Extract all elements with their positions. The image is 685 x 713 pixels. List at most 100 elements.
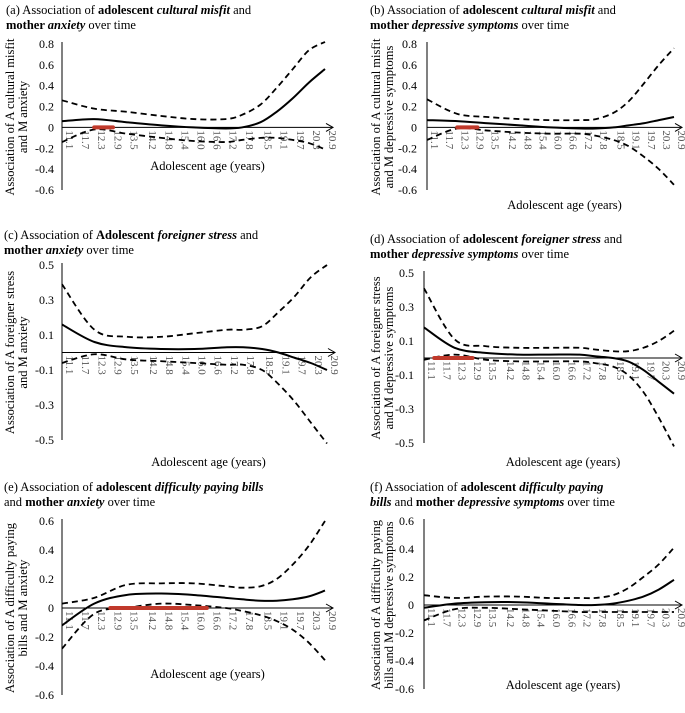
y-tick-label: 0.2 xyxy=(399,570,414,584)
x-tick-label: 15.4 xyxy=(178,611,190,631)
title-text: over time xyxy=(518,18,570,32)
x-tick-label: 11.7 xyxy=(79,356,91,375)
ci-line xyxy=(423,353,675,447)
x-tick-label: 11.7 xyxy=(440,361,452,380)
x-tick-label: 20.3 xyxy=(660,361,672,381)
x-tick-label: 15.4 xyxy=(535,361,547,381)
title-text: over time xyxy=(518,247,570,261)
x-tick-label: 14.2 xyxy=(504,361,516,380)
estimate-line xyxy=(61,323,328,371)
x-tick-label: 14.8 xyxy=(163,356,175,376)
x-tick-label: 13.5 xyxy=(486,361,498,381)
x-tick-label: 20.9 xyxy=(326,611,338,631)
y-tick-label: 0.8 xyxy=(39,37,54,51)
title-text: over time xyxy=(83,243,134,257)
x-tick-label: 14.8 xyxy=(162,611,174,631)
x-tick-label: 14.2 xyxy=(147,356,159,375)
x-tick-label: 12.3 xyxy=(95,356,107,376)
title-text: cultural misfit xyxy=(156,3,230,17)
x-axis-title: Adolescent age (years) xyxy=(151,455,266,469)
y-tick-label: -0.2 xyxy=(398,141,417,155)
x-tick-label: 12.9 xyxy=(111,611,123,631)
x-tick-label: 17.8 xyxy=(596,608,608,628)
y-tick-label: -0.4 xyxy=(35,162,54,176)
y-tick-label: 0.6 xyxy=(399,514,414,528)
x-tick-label: 11.1 xyxy=(63,130,75,149)
x-tick-label: 17.2 xyxy=(227,611,239,630)
ci-line xyxy=(61,264,328,339)
x-tick-label: 18.5 xyxy=(615,130,627,150)
x-tick-label: 12.9 xyxy=(471,361,483,381)
title-text: depressive symptoms xyxy=(411,18,519,32)
ci-line xyxy=(426,47,675,122)
y-tick-label: 0.3 xyxy=(399,300,414,314)
x-tick-label: 19.1 xyxy=(278,130,290,149)
x-tick-label: 12.3 xyxy=(95,611,107,631)
x-tick-label: 14.2 xyxy=(146,611,158,630)
x-tick-label: 12.9 xyxy=(112,356,124,376)
x-tick-label: 18.5 xyxy=(614,608,626,628)
x-axis-title: Adolescent age (years) xyxy=(506,678,621,692)
title-text: anxiety xyxy=(66,495,105,509)
x-tick-label: 11.1 xyxy=(425,608,437,627)
x-tick-label: 19.7 xyxy=(645,130,657,150)
x-tick-label: 18.5 xyxy=(262,130,274,150)
y-axis-title: Association of A cultural misfit xyxy=(369,38,383,195)
x-tick-label: 20.3 xyxy=(310,611,322,631)
y-axis-title: and M anxiety xyxy=(16,316,30,389)
title-text: and xyxy=(4,495,26,509)
title-text: (d) Association of xyxy=(370,232,463,246)
x-tick-label: 16.0 xyxy=(550,608,562,628)
x-tick-label: 19.1 xyxy=(630,130,642,149)
ci-line xyxy=(61,41,326,121)
title-text: over time xyxy=(104,495,156,509)
ci-line xyxy=(61,353,328,445)
x-tick-label: 14.2 xyxy=(504,608,516,627)
panel-d-plot: 0.5 0.3 0.1 -0.1 -0.3 -0.5 11.1 11.7 12.3 12.9 13.… xyxy=(369,266,685,469)
x-tick-label: 13.5 xyxy=(127,130,139,150)
y-tick-label: -0.6 xyxy=(35,183,54,197)
y-tick-label: -0.6 xyxy=(395,682,414,696)
y-axis-title: and M depressive symptoms xyxy=(382,46,396,189)
panel-d-title: (d) Association of adolescent foreigner … xyxy=(370,232,685,262)
estimate-line xyxy=(426,116,675,130)
ci-line xyxy=(423,606,674,622)
x-axis-arrow xyxy=(674,122,684,132)
title-text: and xyxy=(594,3,616,17)
title-text: and xyxy=(236,228,259,242)
title-text: difficulty paying xyxy=(519,480,604,494)
y-tick-label: -0.6 xyxy=(35,688,54,702)
y-axis-title: Association of A foreigner stress xyxy=(369,276,383,439)
x-tick-label: 16.0 xyxy=(195,130,207,150)
x-tick-label: 17.2 xyxy=(581,608,593,627)
x-tick-label: 13.5 xyxy=(488,130,500,150)
x-tick-label: 15.4 xyxy=(535,608,547,628)
x-tick-label: 12.3 xyxy=(95,130,107,150)
estimate-line xyxy=(61,589,326,627)
ci-line xyxy=(61,128,326,151)
x-axis-title: Adolescent age (years) xyxy=(506,455,621,469)
title-text: foreigner stress xyxy=(157,228,237,242)
x-axis-title: Adolescent age (years) xyxy=(150,159,265,173)
y-axis-title: Association of A cultural misfit xyxy=(3,38,17,195)
title-text: mother xyxy=(370,18,412,32)
title-text: mother xyxy=(6,18,48,32)
panel-a-plot: 0.8 0.6 0.4 0.2 0 -0.2 -0.4 -0.6 11.1 11.7 12.3 12.… xyxy=(3,37,338,197)
title-text: over time xyxy=(564,495,615,509)
panel-a-title: (a) Association of adolescent cultural m… xyxy=(6,3,336,33)
x-tick-label: 16.0 xyxy=(195,611,207,631)
y-tick-label: -0.2 xyxy=(35,141,54,155)
x-tick-label: 11.7 xyxy=(79,130,91,149)
y-tick-label: -0.3 xyxy=(35,398,54,412)
panel-f-plot: 0.60.40.20-0.2-0.4-0.611.1 11.7 12.3 12.9 13… xyxy=(369,514,685,696)
ci-line xyxy=(61,520,326,605)
y-tick-label: 0.1 xyxy=(399,334,414,348)
x-tick-label: 16.6 xyxy=(211,130,223,150)
title-text: (f) Association of xyxy=(370,480,461,494)
y-tick-label: -0.1 xyxy=(395,368,414,382)
x-tick-label: 12.3 xyxy=(456,361,468,381)
title-text: adolescent xyxy=(96,480,155,494)
x-tick-label: 11.1 xyxy=(425,361,437,380)
x-tick-label: 20.9 xyxy=(326,130,338,150)
